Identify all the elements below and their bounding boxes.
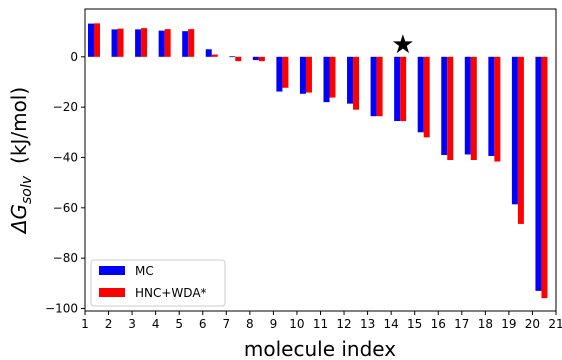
bar-hnc-wda-16 (447, 56, 454, 160)
y-tick-label--80: −80 (53, 251, 78, 265)
x-tick-label-13: 13 (360, 317, 375, 331)
bar-mc-6 (205, 49, 212, 57)
x-tick-label-9: 9 (270, 317, 278, 331)
x-tick-label-14: 14 (384, 317, 399, 331)
bar-hnc-wda-6 (211, 54, 218, 57)
legend-swatch-mc (99, 266, 125, 275)
bar-hnc-wda-10 (305, 56, 312, 93)
bar-hnc-wda-15 (423, 56, 430, 138)
x-tick-label-18: 18 (478, 317, 493, 331)
bar-mc-7 (229, 56, 236, 58)
bar-mc-9 (276, 56, 283, 92)
bar-hnc-wda-8 (258, 56, 265, 62)
bar-mc-10 (299, 56, 306, 94)
x-tick-label-7: 7 (222, 317, 230, 331)
x-tick-label-19: 19 (501, 317, 516, 331)
bar-mc-20 (535, 56, 542, 291)
bar-mc-12 (347, 56, 354, 104)
y-axis-title-unit: (kJ/mol) (7, 87, 31, 164)
bar-hnc-wda-13 (376, 56, 383, 117)
bar-hnc-wda-11 (329, 56, 336, 98)
y-tick-label--20: −20 (53, 100, 78, 114)
x-tick-label-8: 8 (246, 317, 254, 331)
bar-mc-11 (323, 56, 330, 103)
legend-label-hnc: HNC+WDA* (135, 286, 207, 300)
bar-hnc-wda-5 (188, 29, 195, 57)
bar-hnc-wda-3 (141, 28, 148, 57)
y-axis-title: ΔGsolv (kJ/mol) (7, 87, 35, 235)
bar-hnc-wda-7 (235, 56, 242, 62)
bar-mc-18 (488, 56, 495, 156)
y-axis-ticks: 0 −20 −40 −60 −80 −100 (45, 50, 85, 315)
bar-hnc-wda-2 (117, 28, 124, 57)
bar-mc-15 (417, 56, 424, 133)
bar-mc-8 (252, 56, 259, 61)
legend-swatch-hnc (99, 288, 125, 297)
bar-hnc-wda-14 (400, 56, 407, 121)
bar-mc-16 (441, 56, 448, 155)
y-axis-title-sub: solv (19, 175, 35, 204)
bar-hnc-wda-18 (494, 56, 501, 162)
x-tick-label-16: 16 (431, 317, 446, 331)
legend: MC HNC+WDA* (90, 259, 226, 307)
bar-hnc-wda-1 (94, 23, 100, 57)
x-tick-label-20: 20 (525, 317, 540, 331)
y-axis-title-main: ΔG (7, 204, 31, 235)
x-tick-label-11: 11 (313, 317, 328, 331)
bar-hnc-wda-17 (470, 56, 477, 160)
x-axis-ticks: 1 2 3 4 5 6 7 8 9 10 11 12 13 14 15 16 17 18 19 20 21 (81, 311, 562, 331)
x-tick-label-1: 1 (81, 317, 89, 331)
x-tick-label-10: 10 (289, 317, 304, 331)
bar-mc-13 (370, 56, 377, 117)
y-tick-label--40: −40 (53, 150, 78, 164)
bar-mc-19 (511, 56, 518, 205)
x-tick-label-3: 3 (128, 317, 136, 331)
bar-mc-2 (111, 29, 118, 57)
bars-layer (88, 23, 548, 299)
x-tick-label-17: 17 (454, 317, 469, 331)
bar-mc-5 (182, 31, 189, 57)
bar-mc-1 (88, 23, 94, 57)
bar-mc-14 (394, 56, 401, 121)
x-tick-label-5: 5 (175, 317, 183, 331)
x-tick-label-12: 12 (336, 317, 351, 331)
x-tick-label-21: 21 (548, 317, 562, 331)
bar-hnc-wda-12 (353, 56, 360, 110)
bar-mc-3 (135, 29, 142, 57)
star-marker: ★ (391, 30, 414, 60)
y-tick-label--60: −60 (53, 201, 78, 215)
y-tick-label-0: 0 (70, 50, 78, 64)
bar-hnc-wda-20 (541, 56, 548, 299)
y-tick-label--100: −100 (45, 301, 78, 315)
bar-hnc-wda-4 (164, 29, 171, 57)
bar-mc-4 (158, 30, 165, 57)
bar-hnc-wda-9 (282, 56, 289, 88)
bar-hnc-wda-19 (517, 56, 524, 224)
x-tick-label-4: 4 (152, 317, 160, 331)
legend-label-mc: MC (135, 264, 154, 278)
x-tick-label-6: 6 (199, 317, 207, 331)
bar-mc-17 (464, 56, 471, 155)
x-tick-label-2: 2 (105, 317, 113, 331)
x-axis-title: molecule index (244, 337, 396, 360)
x-tick-label-15: 15 (407, 317, 422, 331)
